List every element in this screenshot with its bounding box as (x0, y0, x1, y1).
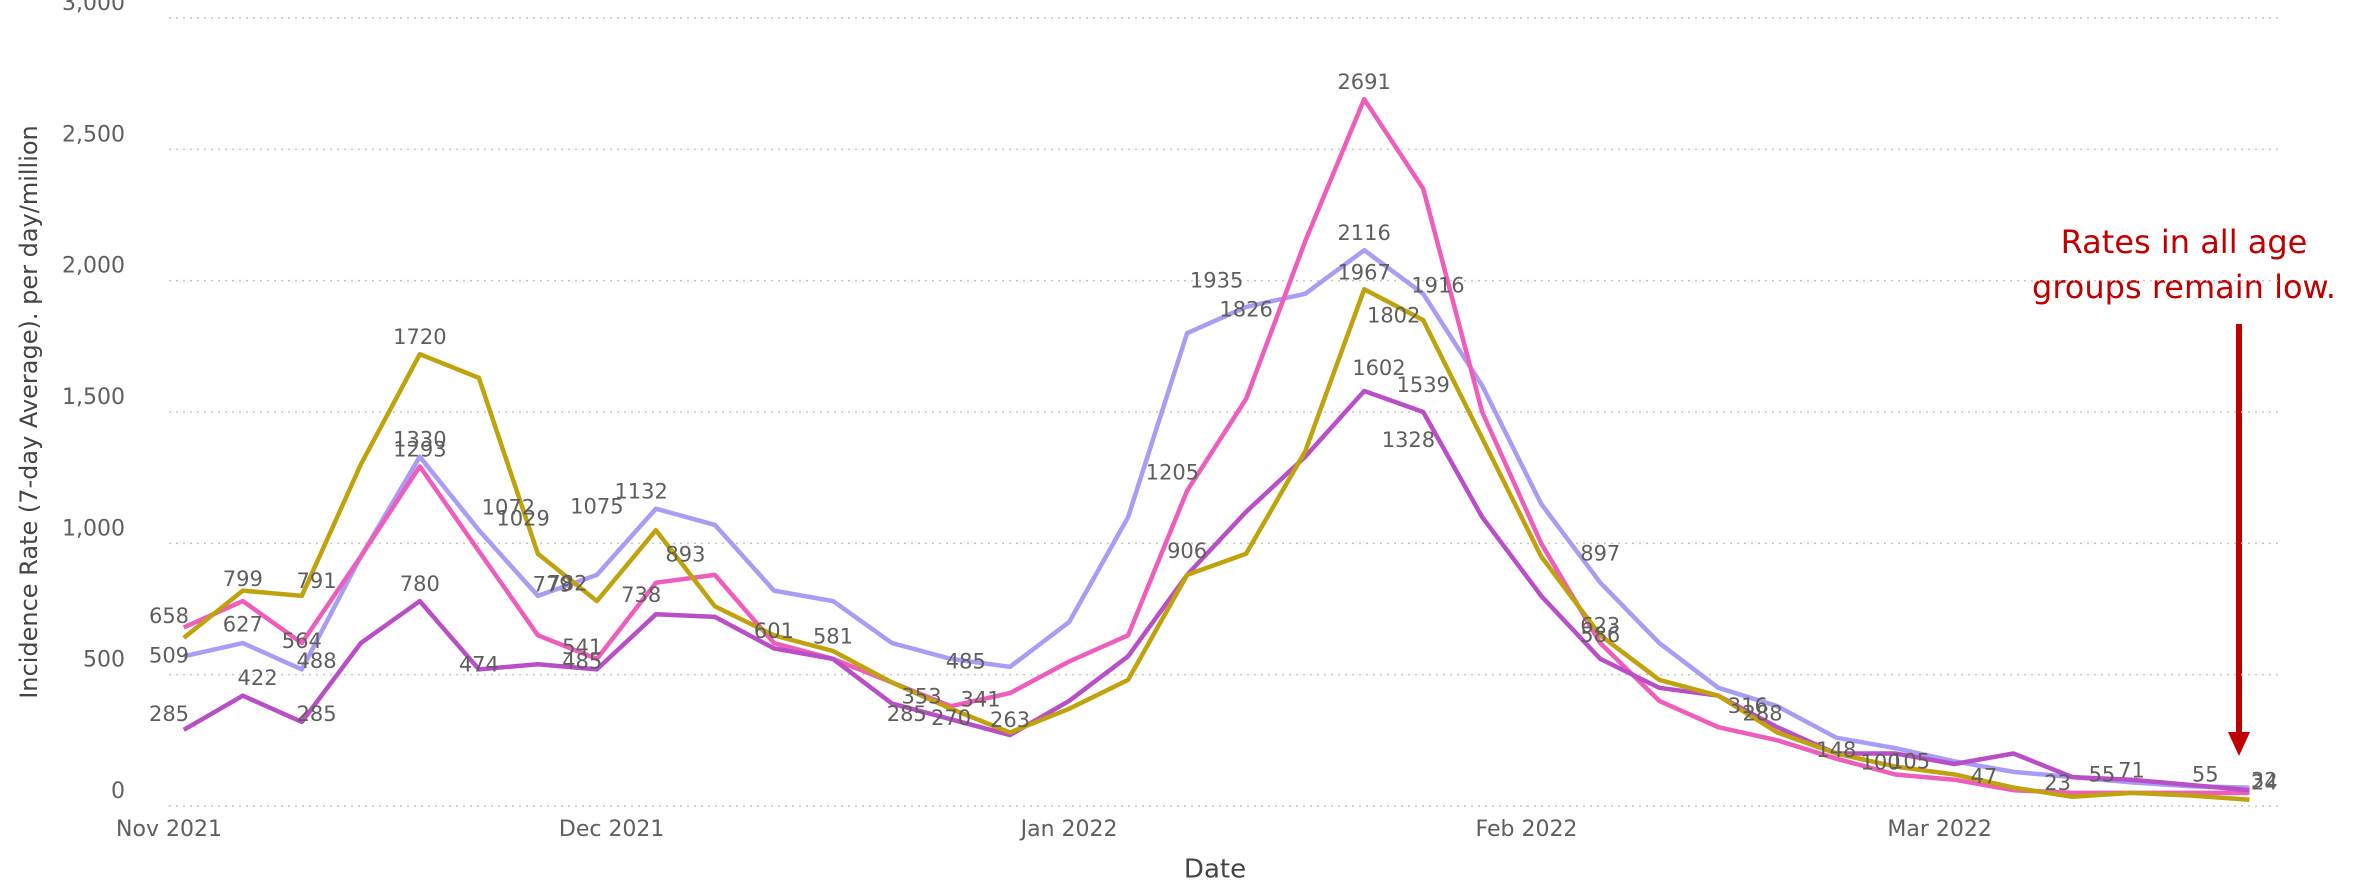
data-label: 341 (960, 687, 1000, 711)
data-label: 2116 (1337, 221, 1390, 245)
data-label: 71 (2118, 758, 2145, 782)
series-line (182, 287, 2250, 802)
y-tick-label: 2,000 (62, 254, 125, 279)
data-label: 601 (754, 619, 794, 643)
data-label: 55 (2089, 763, 2116, 787)
data-label: 1205 (1146, 460, 1199, 484)
data-label: 422 (237, 666, 277, 690)
data-label: 32 (2251, 769, 2278, 793)
data-label: 623 (1580, 613, 1620, 637)
data-label: 1602 (1352, 356, 1405, 380)
y-tick-label: 500 (83, 648, 125, 673)
data-label: 1916 (1411, 274, 1464, 298)
data-label: 288 (1743, 701, 1783, 725)
data-label: 485 (946, 650, 986, 674)
x-tick-label: Mar 2022 (1887, 817, 1992, 842)
data-label: 627 (223, 612, 263, 636)
data-label: 100 (1861, 751, 1901, 775)
y-tick-label: 1,000 (62, 516, 125, 541)
data-label: 316 (1728, 694, 1768, 718)
data-label: 658 (149, 604, 189, 628)
x-tick-label: Jan 2022 (1019, 817, 1118, 842)
data-label: 581 (813, 624, 853, 648)
annotation: groups remain low. (2032, 268, 2336, 306)
y-tick-label: 2,500 (62, 122, 125, 147)
data-label: 1826 (1219, 297, 1272, 321)
data-label: 24 (2251, 771, 2278, 795)
y-tick-label: 0 (111, 779, 125, 804)
data-label: 1328 (1382, 428, 1435, 452)
data-label: 906 (1167, 539, 1207, 563)
data-label: 897 (1580, 541, 1620, 565)
data-label: 353 (901, 684, 941, 708)
data-label: 1967 (1337, 260, 1390, 284)
x-tick-label: Feb 2022 (1476, 817, 1578, 842)
data-label: 488 (297, 649, 337, 673)
data-label: 23 (2044, 771, 2071, 795)
data-label: 780 (400, 572, 440, 596)
data-label: 782 (547, 572, 587, 596)
data-label: 1935 (1190, 269, 1243, 293)
x-tick-label: Nov 2021 (116, 817, 222, 842)
data-label: 105 (1890, 749, 1930, 773)
data-label: 1330 (393, 428, 446, 452)
data-label: 779 (533, 572, 573, 596)
data-label: 1075 (570, 495, 623, 519)
y-axis-title: Incidence Rate (7-day Average). per day/… (15, 125, 43, 699)
data-label: 263 (990, 708, 1030, 732)
x-tick-label: Dec 2021 (559, 817, 665, 842)
data-label: 1720 (393, 325, 446, 349)
data-label: 47 (1971, 765, 1998, 789)
data-label: 799 (223, 567, 263, 591)
data-label: 1802 (1367, 304, 1420, 328)
data-label: 148 (1816, 738, 1856, 762)
data-label: 738 (621, 583, 661, 607)
data-label: 270 (931, 706, 971, 730)
data-label: 791 (297, 569, 337, 593)
annotation: Rates in all age (2061, 223, 2308, 261)
data-label: 2691 (1337, 70, 1390, 94)
data-label: 285 (297, 702, 337, 726)
arrow-head (2228, 732, 2250, 756)
data-label: 55 (2192, 763, 2219, 787)
data-label: 285 (149, 702, 189, 726)
x-axis-title: Date (1184, 855, 1246, 885)
data-label: 1539 (1396, 373, 1449, 397)
data-label: 474 (459, 652, 499, 676)
data-label: 893 (665, 542, 705, 566)
y-tick-label: 1,500 (62, 385, 125, 410)
data-label: 1029 (496, 507, 549, 531)
series-line (182, 388, 2250, 793)
data-label: 1293 (393, 437, 446, 461)
series-line (183, 247, 2250, 790)
data-label: 485 (562, 650, 602, 674)
series-line (182, 96, 2250, 796)
data-label: 586 (1580, 623, 1620, 647)
data-label: 509 (149, 643, 189, 667)
data-label: 1132 (614, 480, 667, 504)
y-tick-label: 3,000 (62, 0, 125, 16)
data-label: 541 (562, 635, 602, 659)
data-label: 285 (887, 702, 927, 726)
data-label: 1072 (482, 495, 535, 519)
data-label: 564 (282, 629, 322, 653)
